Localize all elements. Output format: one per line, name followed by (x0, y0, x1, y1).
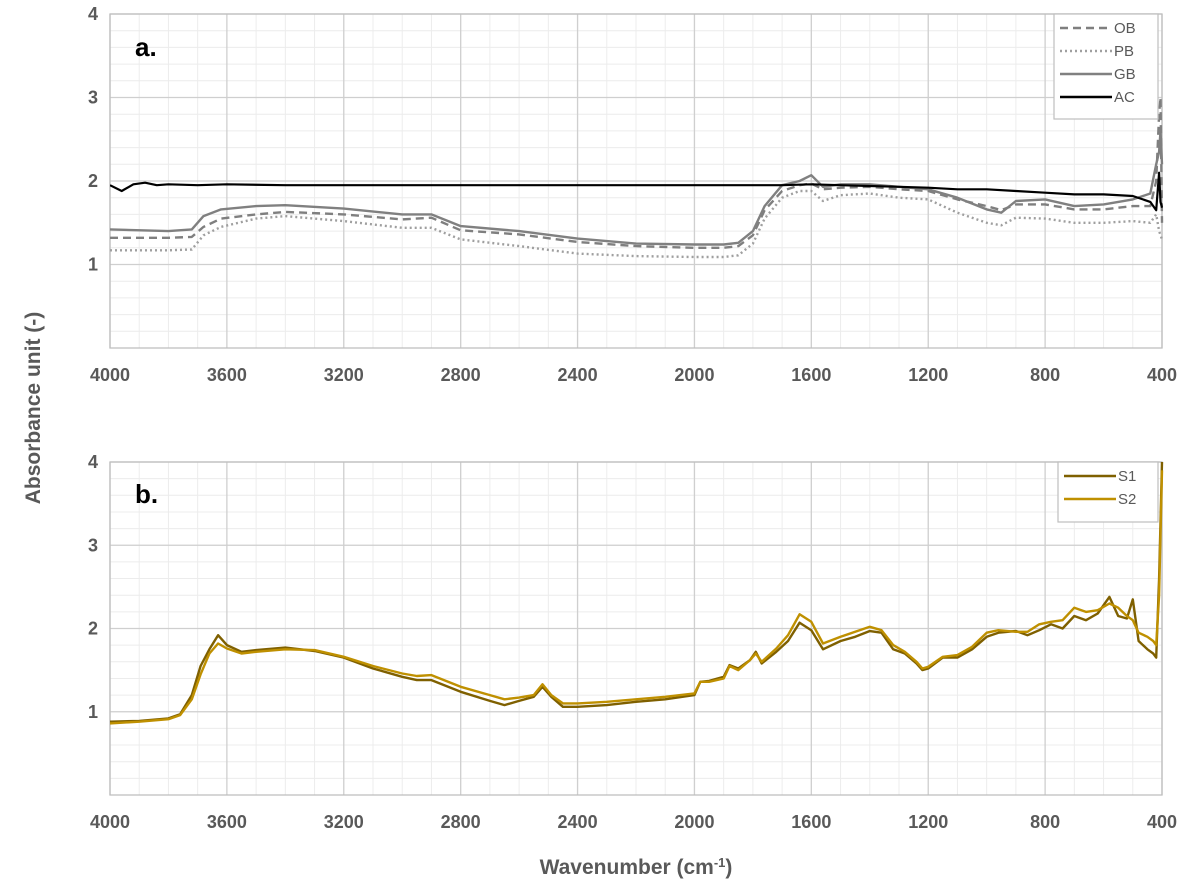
x-tick-label: 1600 (791, 365, 831, 385)
x-tick-label: 4000 (90, 812, 130, 832)
x-tick-label: 3200 (324, 812, 364, 832)
plot-frame (109, 461, 1163, 796)
y-tick-label: 1 (88, 255, 98, 275)
x-tick-label: 2400 (558, 812, 598, 832)
panel-label: b. (135, 479, 158, 509)
series-line-gb (110, 129, 1164, 246)
x-tick-label: 3600 (207, 812, 247, 832)
legend-label-pb: PB (1114, 43, 1134, 60)
y-tick-label: 1 (88, 702, 98, 722)
series-line-ac (110, 171, 1164, 212)
x-tick-label: 3200 (324, 365, 364, 385)
legend-box (1053, 13, 1159, 120)
x-tick-label: 2000 (674, 365, 714, 385)
x-tick-label: 4000 (90, 365, 130, 385)
x-axis-title-sup: -1 (714, 855, 726, 870)
x-tick-label: 1600 (791, 812, 831, 832)
x-tick-label: 2000 (674, 812, 714, 832)
y-tick-label: 3 (88, 88, 98, 108)
y-axis-title: Absorbance unit (-) (22, 312, 45, 505)
legend-label-s1: S1 (1118, 468, 1136, 485)
x-tick-label: 3600 (207, 365, 247, 385)
x-axis-title: Wavenumber (cm-1) (540, 855, 733, 880)
legend-label-s2: S2 (1118, 491, 1136, 508)
legend-label-gb: GB (1114, 66, 1136, 83)
x-tick-label: 800 (1030, 365, 1060, 385)
x-tick-label: 2400 (558, 365, 598, 385)
y-tick-label: 2 (88, 171, 98, 191)
x-tick-label: 2800 (441, 812, 481, 832)
legend: OB PB GB AC (1053, 13, 1159, 120)
y-tick-label: 3 (88, 535, 98, 555)
legend-label-ob: OB (1114, 20, 1136, 37)
x-tick-label: 400 (1147, 812, 1177, 832)
panel-b-chart: 4000 3600 3200 2800 2400 2000 1600 1200 800 400 1 2… (88, 452, 1177, 832)
x-tick-label: 1200 (908, 365, 948, 385)
x-axis-title-main: Wavenumber (cm (540, 856, 714, 879)
series-line-pb (110, 189, 1164, 259)
y-tick-label: 2 (88, 619, 98, 639)
y-tick-label: 4 (88, 4, 98, 24)
series-line-ob (110, 96, 1164, 249)
x-tick-label: 2800 (441, 365, 481, 385)
panel-label: a. (135, 32, 157, 62)
x-axis-title-end: ) (725, 856, 732, 879)
legend-label-ac: AC (1114, 89, 1135, 106)
x-tick-label: 400 (1147, 365, 1177, 385)
legend-box (1057, 461, 1159, 523)
y-tick-label: 4 (88, 452, 98, 472)
series-line-s2 (110, 470, 1164, 725)
x-tick-label: 1200 (908, 812, 948, 832)
panel-a-chart: 4000 3600 3200 2800 2400 2000 1600 1200 800 400 1 2… (88, 4, 1177, 385)
x-tick-label: 800 (1030, 812, 1060, 832)
